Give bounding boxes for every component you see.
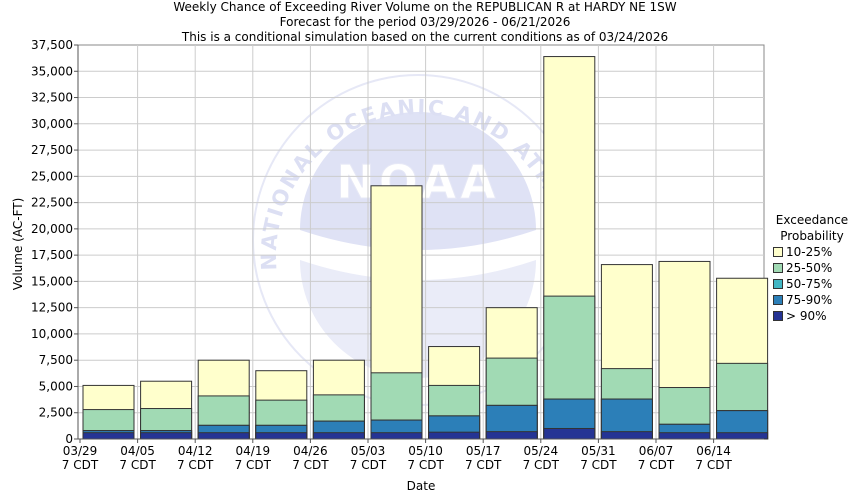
legend-title-line2: Probability: [780, 229, 844, 243]
x-tick-label-time: 7 CDT: [465, 458, 502, 472]
bar-04-19-90: [255, 432, 308, 440]
x-tick-label-date: 05/17: [466, 444, 501, 458]
x-tick-label-date: 03/29: [63, 444, 98, 458]
x-axis-title: Date: [407, 479, 436, 493]
x-tick-label-date: 04/12: [178, 444, 213, 458]
y-tick-label: 25,000: [31, 169, 73, 183]
y-tick-label: 32,500: [31, 91, 73, 105]
legend-title-line1: Exceedance: [775, 213, 849, 227]
y-tick-label: 10,000: [31, 327, 73, 341]
legend-item: 10-25%: [773, 244, 850, 260]
legend-label: 75-90%: [786, 293, 833, 307]
y-tick-label: 2,500: [39, 406, 73, 420]
x-tick-label-time: 7 CDT: [119, 458, 156, 472]
x-tick-label-date: 05/10: [408, 444, 443, 458]
x-tick-label-time: 7 CDT: [62, 458, 99, 472]
x-tick-label-date: 06/07: [639, 444, 674, 458]
x-tick-label-time: 7 CDT: [695, 458, 732, 472]
chart-title: Weekly Chance of Exceeding River Volume …: [173, 0, 677, 14]
x-tick-label-time: 7 CDT: [235, 458, 272, 472]
bar-05-10-90: [428, 431, 481, 440]
x-tick-label-time: 7 CDT: [177, 458, 214, 472]
legend-item: 75-90%: [773, 292, 850, 308]
x-tick-label-date: 04/19: [236, 444, 271, 458]
y-tick-label: 22,500: [31, 196, 73, 210]
x-tick-label-date: 05/24: [524, 444, 559, 458]
bar-05-31-90: [600, 431, 653, 440]
bar-05-17-90: [485, 431, 538, 440]
y-tick-label: 20,000: [31, 222, 73, 236]
legend-item: > 90%: [773, 308, 850, 324]
x-tick-label-time: 7 CDT: [638, 458, 675, 472]
y-tick-label: 0: [65, 432, 73, 446]
legend: Exceedance Probability 10-25% 25-50% 50-75…: [773, 212, 850, 324]
legend-label: 25-50%: [786, 261, 833, 275]
chart-subtitle-conditions: This is a conditional simulation based o…: [181, 30, 669, 44]
y-tick-label: 27,500: [31, 143, 73, 157]
x-tick-label-time: 7 CDT: [350, 458, 387, 472]
y-tick-label: 17,500: [31, 248, 73, 262]
bar-06-07-90: [658, 432, 711, 440]
x-tick-label-time: 7 CDT: [292, 458, 329, 472]
legend-swatch: [773, 295, 783, 305]
x-tick-label-date: 04/05: [120, 444, 155, 458]
y-tick-label: 7,500: [39, 353, 73, 367]
y-axis-title: Volume (AC-FT): [11, 198, 25, 291]
legend-item: 50-75%: [773, 276, 850, 292]
legend-swatch: [773, 311, 783, 321]
x-tick-label-time: 7 CDT: [580, 458, 617, 472]
legend-label: 50-75%: [786, 277, 833, 291]
x-tick-label-date: 04/26: [293, 444, 328, 458]
y-tick-label: 37,500: [31, 38, 73, 52]
y-tick-label: 12,500: [31, 301, 73, 315]
x-tick-label-date: 06/14: [696, 444, 731, 458]
bar-03-29-90: [82, 432, 135, 440]
bar-04-05-90: [140, 432, 193, 440]
bar-06-14-90: [716, 432, 769, 440]
x-tick-label-time: 7 CDT: [407, 458, 444, 472]
legend-label: > 90%: [786, 309, 827, 323]
y-tick-label: 15,000: [31, 274, 73, 288]
watermark-gull-top: [300, 112, 536, 251]
bar-05-24-90: [543, 427, 596, 440]
bar-05-03-90: [370, 432, 423, 440]
y-tick-label: 30,000: [31, 117, 73, 131]
bar-04-26-90: [312, 432, 365, 440]
chart-subtitle-period: Forecast for the period 03/29/2026 - 06/…: [279, 15, 571, 29]
legend-label: 10-25%: [786, 245, 833, 259]
legend-swatch: [773, 247, 783, 257]
x-tick-label-date: 05/31: [581, 444, 616, 458]
y-tick-label: 5,000: [39, 379, 73, 393]
y-tick-label: 35,000: [31, 64, 73, 78]
legend-swatch: [773, 263, 783, 273]
bar-04-12-90: [197, 432, 250, 440]
legend-swatch: [773, 279, 783, 289]
x-tick-label-date: 05/03: [351, 444, 386, 458]
x-tick-label-time: 7 CDT: [523, 458, 560, 472]
legend-item: 25-50%: [773, 260, 850, 276]
